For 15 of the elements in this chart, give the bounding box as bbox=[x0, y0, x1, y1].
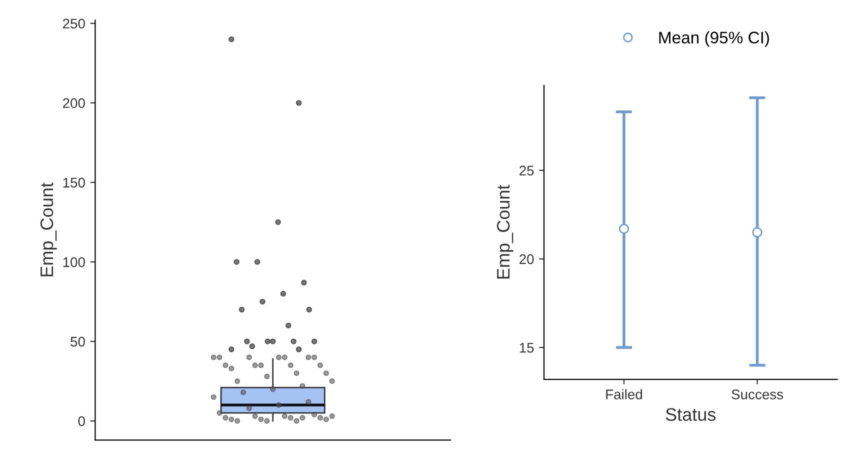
y-tick-label: 25 bbox=[520, 166, 534, 176]
x-tick-label: Success bbox=[732, 389, 784, 400]
y-tick-label: 50 bbox=[70, 336, 85, 347]
y-tick-label: 20 bbox=[520, 254, 534, 264]
y-axis-title: Emp_Count bbox=[496, 184, 514, 279]
y-tick-label: 100 bbox=[63, 257, 85, 268]
y-tick-label: 200 bbox=[63, 98, 85, 108]
x-axis-title: Status bbox=[666, 408, 716, 421]
y-tick-label: 250 bbox=[63, 18, 85, 29]
y-tick-label: 15 bbox=[520, 342, 534, 353]
x-tick-label: Failed bbox=[606, 389, 642, 400]
legend-label: Mean (95% CI) bbox=[659, 31, 769, 47]
y-tick-label: 150 bbox=[63, 178, 85, 188]
y-tick-label: 0 bbox=[78, 416, 85, 426]
y-axis-title: Emp_Count bbox=[40, 182, 57, 276]
